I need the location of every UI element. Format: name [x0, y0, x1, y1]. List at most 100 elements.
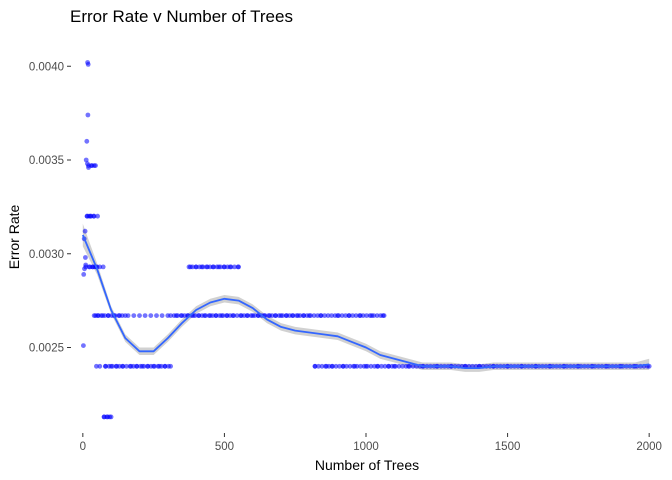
y-tick-label: 0.0035: [29, 155, 64, 167]
data-point: [319, 363, 325, 369]
data-point: [234, 313, 240, 318]
smooth-confidence-band: [82, 223, 650, 372]
y-axis: 0.0025 0.0030 0.0035 0.0040: [29, 61, 71, 355]
data-point: [236, 264, 242, 270]
data-point: [232, 264, 237, 270]
data-point: [347, 363, 353, 369]
data-point: [340, 363, 346, 369]
data-point: [400, 363, 405, 369]
data-point: [358, 363, 363, 369]
data-point: [124, 363, 129, 369]
x-tick-label: 0: [80, 441, 86, 453]
data-point: [179, 313, 185, 318]
data-point: [83, 262, 89, 268]
data-point: [96, 313, 101, 318]
data-point: [382, 363, 388, 369]
data-point: [290, 313, 295, 318]
data-point: [386, 363, 392, 369]
data-point: [199, 264, 205, 270]
data-point: [301, 313, 307, 318]
data-point: [114, 363, 120, 369]
data-point: [322, 313, 327, 318]
data-point: [363, 363, 369, 369]
data-point: [188, 264, 193, 270]
data-point: [193, 264, 199, 270]
x-axis-title: Number of Trees: [315, 457, 419, 473]
data-point: [219, 313, 225, 318]
data-point: [295, 313, 301, 318]
data-point: [353, 313, 359, 318]
data-point: [227, 264, 233, 270]
data-point: [369, 313, 375, 318]
data-point: [168, 363, 174, 369]
data-point: [205, 264, 210, 270]
data-point: [364, 313, 369, 318]
data-point: [82, 228, 88, 234]
data-point: [105, 313, 111, 318]
data-point: [145, 363, 151, 369]
scatter-points: [81, 60, 652, 420]
data-point: [396, 363, 402, 369]
data-point: [131, 313, 137, 318]
smooth-line: [81, 234, 650, 369]
data-point: [250, 313, 256, 318]
data-point: [95, 213, 100, 219]
data-point: [100, 313, 106, 318]
data-point: [273, 313, 278, 318]
data-point: [84, 138, 90, 144]
data-point: [213, 313, 219, 318]
data-point: [159, 313, 165, 318]
data-point: [216, 264, 222, 270]
data-point: [350, 313, 355, 318]
data-point: [82, 266, 87, 272]
data-point: [196, 313, 202, 318]
data-point: [85, 161, 90, 167]
data-point: [94, 363, 99, 369]
confidence-band: [82, 223, 650, 372]
data-point: [107, 414, 113, 420]
data-point: [151, 363, 157, 369]
data-point: [343, 313, 348, 318]
data-point: [307, 313, 312, 318]
data-point: [379, 363, 384, 369]
y-axis-title: Error Rate: [6, 205, 22, 270]
data-point: [154, 313, 159, 318]
x-tick-label: 1500: [495, 441, 521, 453]
data-point: [239, 313, 244, 318]
data-point: [81, 272, 87, 277]
data-point: [156, 363, 162, 369]
data-point: [284, 313, 290, 318]
data-point: [125, 313, 131, 318]
y-tick-label: 0.0030: [29, 249, 64, 261]
data-point: [410, 363, 416, 369]
data-point: [103, 363, 108, 369]
data-point: [368, 363, 374, 369]
data-point: [117, 313, 122, 318]
smooth-curve: [81, 234, 650, 369]
data-point: [100, 264, 106, 270]
data-point: [278, 313, 284, 318]
data-point: [406, 363, 411, 369]
data-point: [316, 363, 321, 369]
data-point: [329, 313, 334, 318]
data-point: [244, 313, 250, 318]
x-tick-label: 1000: [353, 441, 379, 453]
data-point: [202, 313, 208, 318]
data-point: [230, 313, 236, 318]
data-point: [139, 363, 145, 369]
data-point: [335, 313, 341, 318]
data-point: [312, 363, 318, 369]
data-point: [97, 363, 103, 369]
data-point: [329, 363, 335, 369]
data-point: [91, 163, 97, 169]
data-point: [380, 313, 386, 318]
data-point: [165, 313, 171, 318]
y-tick-label: 0.0040: [29, 61, 64, 73]
data-point: [162, 363, 168, 369]
x-axis: 0 500 1000 1500 2000: [80, 433, 662, 453]
data-point: [128, 363, 134, 369]
data-point: [346, 313, 352, 318]
data-point: [224, 313, 230, 318]
data-point: [148, 313, 154, 318]
